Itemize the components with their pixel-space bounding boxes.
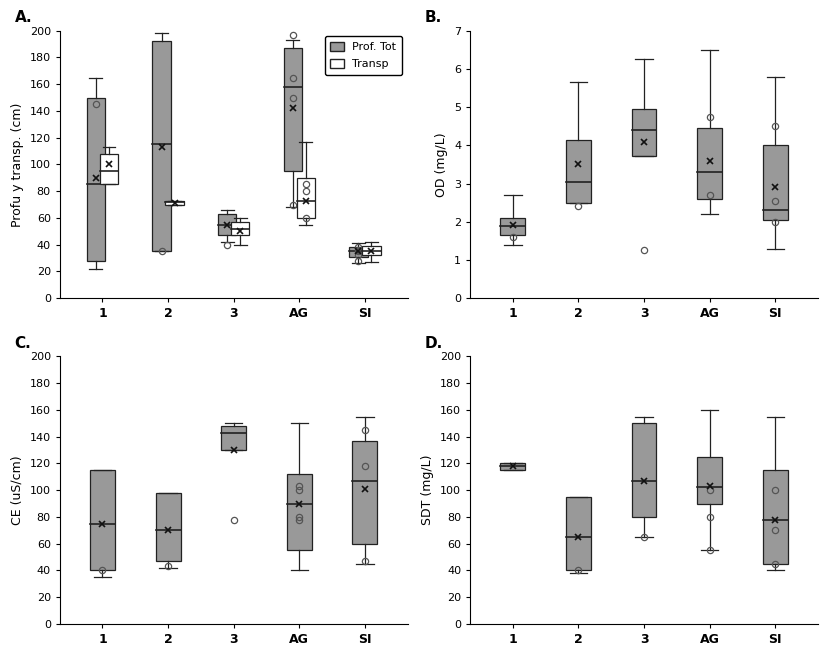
Text: B.: B. — [425, 11, 441, 26]
Y-axis label: CE (uS∕cm): CE (uS∕cm) — [11, 455, 24, 525]
Bar — [87, 98, 105, 261]
Text: C.: C. — [15, 336, 31, 351]
Bar — [696, 457, 721, 503]
Y-axis label: SDT (mg/L): SDT (mg/L) — [421, 455, 434, 526]
Bar — [362, 246, 380, 256]
Bar — [166, 200, 184, 204]
Bar — [152, 41, 171, 252]
Bar — [566, 139, 590, 202]
Bar — [566, 497, 590, 570]
Bar — [296, 178, 315, 218]
Bar — [99, 154, 118, 185]
Y-axis label: OD (mg/L): OD (mg/L) — [435, 132, 448, 196]
Bar — [286, 474, 311, 551]
Bar — [696, 128, 721, 199]
Bar — [352, 441, 377, 543]
Text: A.: A. — [15, 11, 32, 26]
Bar — [349, 247, 367, 257]
Bar — [762, 470, 787, 564]
Bar — [500, 218, 525, 235]
Bar — [631, 109, 656, 156]
Bar — [631, 423, 656, 517]
Bar — [90, 470, 115, 570]
Bar — [500, 463, 525, 470]
Bar — [218, 214, 236, 235]
Text: D.: D. — [425, 336, 443, 351]
Bar — [231, 222, 249, 235]
Bar — [156, 493, 181, 561]
Bar — [762, 145, 787, 220]
Y-axis label: Profu y transp. (cm): Profu y transp. (cm) — [11, 102, 24, 227]
Bar — [283, 48, 301, 171]
Bar — [221, 426, 246, 450]
Legend: Prof. Tot, Transp: Prof. Tot, Transp — [325, 36, 402, 75]
